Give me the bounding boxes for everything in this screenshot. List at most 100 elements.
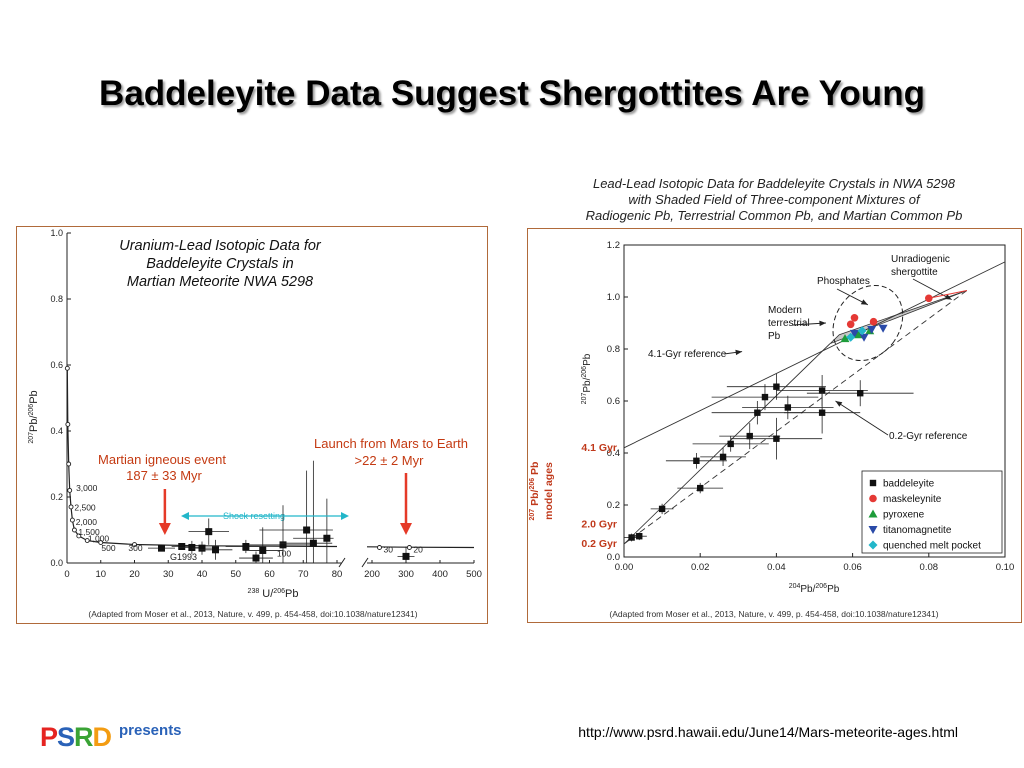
- concordia-marker-3: [67, 487, 73, 493]
- left-x-tick-label: 20: [129, 569, 140, 580]
- left-x-tick-label: 60: [264, 569, 275, 580]
- left-x-axis-label: 238 U/206Pb238U/206Pb: [248, 588, 299, 600]
- source-url[interactable]: http://www.psrd.hawaii.edu/June14/Mars-m…: [578, 724, 958, 740]
- concordia-marker-8: [84, 538, 90, 544]
- legend-label-3: titanomagnetite: [883, 525, 952, 536]
- concordia-label-9: 20: [413, 544, 423, 554]
- phosphates-arrow-head: [860, 299, 868, 305]
- titanomagnetite-point-0: [850, 329, 860, 338]
- modern-pb-label-line-2: terrestrial: [768, 318, 810, 329]
- left-x-tick-label: 300: [398, 569, 414, 580]
- titanomagnetite-point-2: [878, 324, 888, 333]
- legend-marker-2: [868, 509, 878, 518]
- pb-baddeleyite-point-7: [746, 432, 753, 440]
- left-x-tick-label: 70: [298, 569, 309, 580]
- model-age-label-1: 2.0 Gyr: [581, 519, 617, 531]
- modern-pb-arrow-head: [819, 320, 826, 327]
- concordia-label-0: 3,000: [76, 483, 98, 493]
- pb-baddeleyite-point-14: [818, 409, 826, 416]
- right-x-tick-label: 0.02: [691, 562, 710, 573]
- left-x-tick-label: 200: [364, 569, 380, 580]
- shock-arrow-right-head: [341, 512, 349, 520]
- right-legend-box: [861, 470, 1003, 554]
- left-x-tick-label: 50: [230, 569, 241, 580]
- uranium-lead-chart-panel: Uranium-Lead Isotopic Data for Baddeleyi…: [16, 226, 488, 624]
- pb-baddeleyite-point-15: [857, 390, 864, 397]
- pb-baddeleyite-point-9: [761, 393, 769, 401]
- logo-letter-s: S: [57, 722, 75, 752]
- baddeleyite-point-1: [178, 543, 186, 550]
- ref-4-1-gyr-label: 4.1-Gyr reference: [648, 349, 727, 360]
- concordia-marker-1: [65, 421, 71, 427]
- unradiogenic-arrow: [912, 278, 952, 300]
- pb-baddeleyite-point-13: [818, 387, 826, 394]
- right-y-tick-label: 0.0: [607, 552, 620, 563]
- ref-0-2-gyr-arrow: [835, 400, 889, 436]
- concordia-label-8: 30: [383, 544, 393, 554]
- logo-letter-d: D: [92, 722, 112, 752]
- ref-0-2-gyr-arrow-head: [835, 401, 843, 407]
- left-chart-title-line-3: Martian Meteorite NWA 5298: [127, 274, 313, 290]
- left-x-axis-break: [338, 557, 369, 568]
- reference-line-1: [623, 290, 968, 545]
- pb-baddeleyite-point-5: [719, 453, 727, 461]
- right-x-tick-label: 0.06: [843, 562, 862, 573]
- concordia-marker-6: [71, 527, 77, 533]
- unradiogenic-label-line-1: Unradiogenic: [891, 254, 950, 265]
- unradiogenic-label-line-2: shergottite: [891, 267, 938, 278]
- titanomagnetite-point-1: [867, 326, 877, 334]
- concordia-label-7: 100: [277, 548, 291, 558]
- legend-label-4: quenched melt pocket: [883, 541, 981, 552]
- concordia-marker-9: [98, 540, 104, 545]
- mixing-field: [623, 290, 968, 545]
- model-ages-axis-label-line-2: model ages: [543, 462, 555, 520]
- maskeleynite-tie-line: [928, 290, 968, 299]
- left-x-tick-label: 30: [163, 569, 174, 580]
- left-y-tick-label: 0.2: [50, 492, 63, 502]
- legend-label-2: pyroxene: [883, 510, 925, 521]
- baddeleyite-point-9: [279, 541, 287, 549]
- phosphates-label: Phosphates: [817, 276, 870, 287]
- concordia-marker-10: [132, 542, 137, 547]
- baddeleyite-point-3: [198, 544, 206, 552]
- maskeleynite-point-0: [846, 320, 855, 329]
- pb-baddeleyite-point-12: [784, 404, 792, 411]
- unradiogenic-arrow-head: [944, 294, 952, 300]
- event-annotation-line-2: 187 ± 33 Myr: [126, 468, 202, 483]
- logo-presents: presents: [119, 722, 182, 739]
- right-y-tick-label: 1.0: [607, 292, 620, 303]
- lead-lead-chart: Phosphates Unradiogenic shergottite Mode…: [529, 240, 1014, 619]
- pb-baddeleyite-point-6: [727, 440, 734, 448]
- right-chart-title-line-2: with Shaded Field of Three-component Mix…: [628, 192, 920, 207]
- psrd-logo-letters: PSRD: [40, 722, 112, 752]
- pyroxene-point-1: [853, 330, 863, 339]
- model-age-label-0: 4.1 Gyr: [581, 442, 617, 454]
- baddeleyite-point-10: [303, 526, 311, 534]
- psrd-logo: PSRD presents: [40, 722, 182, 752]
- event-annotation-line-1: Martian igneous event: [98, 452, 226, 467]
- legend-label-1: maskeleynite: [883, 494, 942, 505]
- uranium-lead-chart: Uranium-Lead Isotopic Data for Baddeleyi…: [28, 228, 482, 619]
- left-x-tick-label: 500: [466, 569, 482, 580]
- model-age-label-2: 0.2 Gyr: [581, 538, 617, 550]
- right-y-tick-label: 0.8: [607, 344, 620, 355]
- concordia-label-6: 300: [128, 543, 142, 553]
- concordia-marker-5: [69, 517, 75, 523]
- pyroxene-point-0: [840, 334, 850, 343]
- left-chart-title-line-1: Uranium-Lead Isotopic Data for: [119, 238, 322, 254]
- right-chart-title-line-1: Lead-Lead Isotopic Data for Baddeleyite …: [592, 176, 956, 191]
- quenched-melt-pocket-point-1: [857, 326, 867, 336]
- phosphates-field: [832, 284, 904, 362]
- ref-4-1-gyr-arrow-head: [735, 349, 743, 356]
- titanomagnetite-point-3: [859, 333, 869, 342]
- maskeleynite-point-1: [850, 314, 859, 322]
- legend-marker-4: [868, 540, 878, 550]
- concordia-label-5: 500: [101, 543, 115, 553]
- baddeleyite-point-5: [212, 546, 219, 554]
- left-x-tick-label: 40: [197, 569, 208, 580]
- logo-letter-p: P: [40, 722, 58, 752]
- legend-marker-1: [869, 494, 877, 503]
- right-x-axis-label: 204Pb/206Pb204Pb/206Pb: [789, 583, 840, 595]
- g1993-label: G1993: [170, 552, 197, 562]
